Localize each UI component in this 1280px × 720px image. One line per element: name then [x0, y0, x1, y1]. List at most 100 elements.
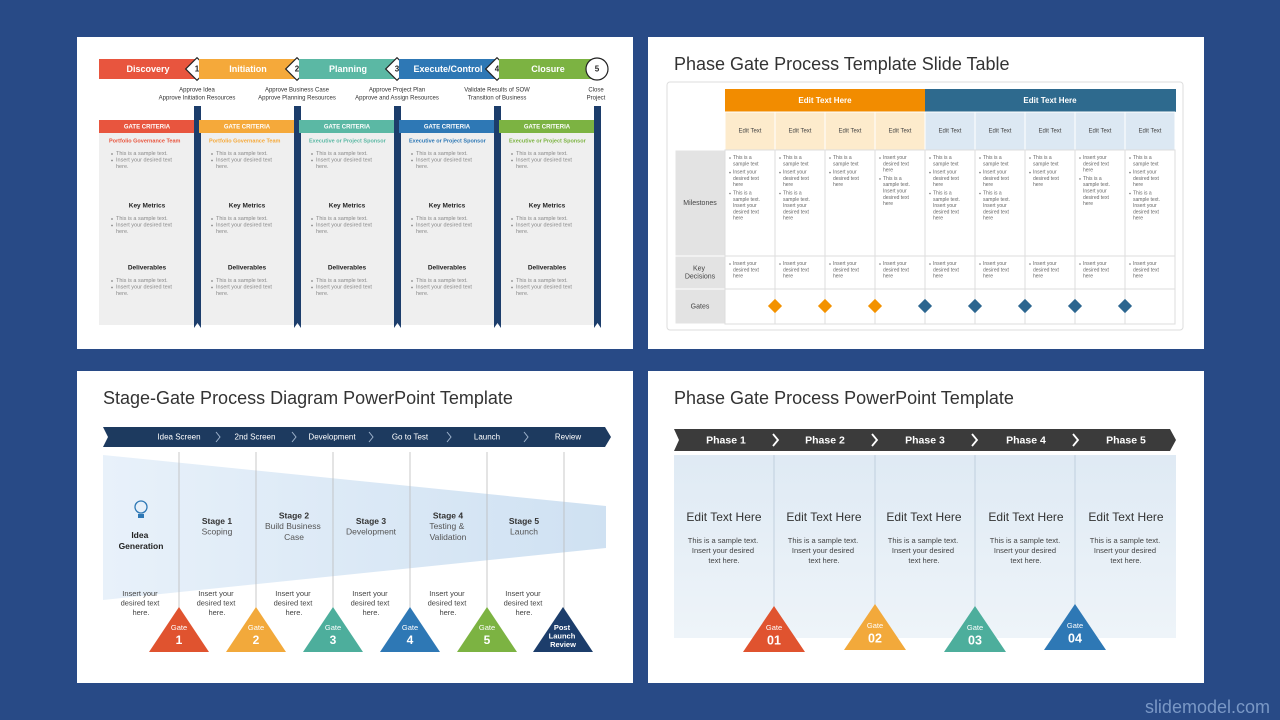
stage-text: Build Business Case — [265, 521, 323, 542]
gate-triangle — [303, 607, 363, 652]
sub-header: Edit Text — [939, 129, 962, 135]
table-cell — [1074, 288, 1126, 325]
table-cell — [724, 255, 776, 290]
step-chevron — [215, 431, 221, 443]
gate-number: 03 — [968, 633, 982, 647]
bullet-dot — [311, 153, 313, 155]
phase-bar — [299, 59, 399, 79]
milestone-text: This is a sample text — [983, 155, 1009, 167]
bullet-dot — [111, 286, 113, 289]
bullet-text: Insert your desired text here. — [216, 158, 273, 171]
bullet-dot — [979, 171, 981, 174]
bullet-dot — [1079, 157, 1081, 159]
bullet-text: This is a sample text. — [316, 216, 368, 222]
slide-title: Stage-Gate Process Diagram PowerPoint Te… — [103, 388, 513, 408]
gate-approval: Approve Idea — [179, 88, 215, 94]
criteria-panel — [99, 120, 597, 325]
sub-header: Edit Text — [989, 129, 1012, 135]
sub-header-cell — [1024, 111, 1076, 151]
gate-approval: Approve Business Case — [265, 88, 330, 94]
bullet-dot — [411, 218, 413, 220]
milestone-text: Insert your desired text here — [1083, 155, 1110, 174]
criteria-header: GATE CRITERIA — [324, 125, 371, 131]
bullet-dot — [511, 224, 513, 227]
table-cell — [1074, 255, 1126, 290]
gate-triangle — [1044, 604, 1106, 650]
gate-triangle — [226, 607, 286, 652]
step-label: 2nd Screen — [235, 433, 276, 442]
criteria-header: GATE CRITERIA — [124, 125, 171, 131]
sub-header-cell — [1074, 111, 1126, 151]
phase-bar — [674, 429, 1176, 451]
column-text: This is a sample text. Insert your desir… — [1090, 536, 1163, 565]
step-chevron — [368, 431, 374, 443]
bullet-text: This is a sample text. — [216, 216, 268, 222]
bullet-dot — [511, 159, 513, 162]
note-text: Insert your desired text here. — [197, 589, 238, 617]
bullet-dot — [511, 153, 513, 155]
sub-header-cell — [924, 111, 976, 151]
gate-label: Gate — [479, 623, 495, 632]
gate-diamond — [1117, 298, 1133, 314]
stage-text: Scoping — [202, 527, 233, 537]
bullet-dot — [929, 192, 931, 195]
bullet-dot — [979, 263, 981, 265]
section-title: Executive or Project Sponsor — [309, 138, 387, 144]
gate-label: Gate — [1067, 621, 1083, 630]
criteria-header-bar — [499, 120, 595, 133]
phase-panel — [674, 455, 1176, 638]
step-label: Development — [308, 433, 356, 442]
note-text: Insert your desired text here. — [504, 589, 545, 617]
group-header: Edit Text Here — [798, 96, 852, 105]
gate-label: Gate — [248, 623, 264, 632]
stage-title: Stage 4 — [433, 510, 464, 520]
section-title: Deliverables — [128, 265, 167, 272]
sub-header: Edit Text — [739, 129, 762, 135]
gate-triangle — [944, 606, 1006, 652]
criteria-header-bar — [99, 120, 195, 133]
gate-label: Gate — [402, 623, 418, 632]
section-title: Deliverables — [328, 265, 367, 272]
bullet-dot — [779, 171, 781, 174]
note-text: Insert your desired text here. — [351, 589, 392, 617]
gate-diamond — [1017, 298, 1033, 314]
stage-text: Launch — [510, 527, 538, 537]
milestone-text: This is a sample text — [1133, 155, 1159, 167]
table-cell — [974, 288, 1026, 325]
bullet-text: Insert your desired text here. — [316, 158, 373, 171]
gate-number: 04 — [1068, 631, 1082, 645]
column-text: This is a sample text. Insert your desir… — [888, 536, 961, 565]
bullet-text: Insert your desired text here. — [316, 285, 373, 298]
gate-number: 1 — [195, 65, 200, 74]
bullet-text: This is a sample text. — [316, 151, 368, 157]
bullet-text: Insert your desired text here. — [316, 223, 373, 236]
bullet-dot — [311, 218, 313, 220]
row-label-cell — [674, 288, 726, 325]
phase-name: Execute/Control — [413, 64, 482, 74]
sub-header: Edit Text — [1039, 129, 1062, 135]
decision-text: Insert your desired text here — [833, 261, 860, 280]
step-label: Idea Screen — [157, 433, 200, 442]
gate-post — [194, 106, 201, 328]
stage-title: Idea Generation — [119, 530, 164, 551]
group-header: Edit Text Here — [1023, 96, 1077, 105]
sub-header: Edit Text — [839, 129, 862, 135]
gate-post — [294, 106, 301, 328]
gate-number: 1 — [176, 633, 183, 647]
bullet-dot — [211, 224, 213, 227]
decision-text: Insert your desired text here — [933, 261, 960, 280]
section-title: Key Metrics — [229, 203, 266, 210]
bullet-dot — [1129, 192, 1131, 195]
idea-icon-base — [138, 514, 144, 518]
column-heading: Edit Text Here — [1088, 510, 1163, 524]
gate-approval: Approve Project Plan — [369, 88, 425, 94]
bullet-text: Insert your desired text here. — [216, 223, 273, 236]
step-label: Go to Test — [392, 433, 429, 442]
bullet-text: Insert your desired text here. — [116, 285, 173, 298]
bullet-dot — [211, 153, 213, 155]
table-cell — [1124, 149, 1176, 257]
stage-text: Development — [346, 527, 397, 537]
section-title: Portfolio Governance Team — [209, 138, 281, 144]
bullet-text: Insert your desired text here. — [416, 285, 473, 298]
